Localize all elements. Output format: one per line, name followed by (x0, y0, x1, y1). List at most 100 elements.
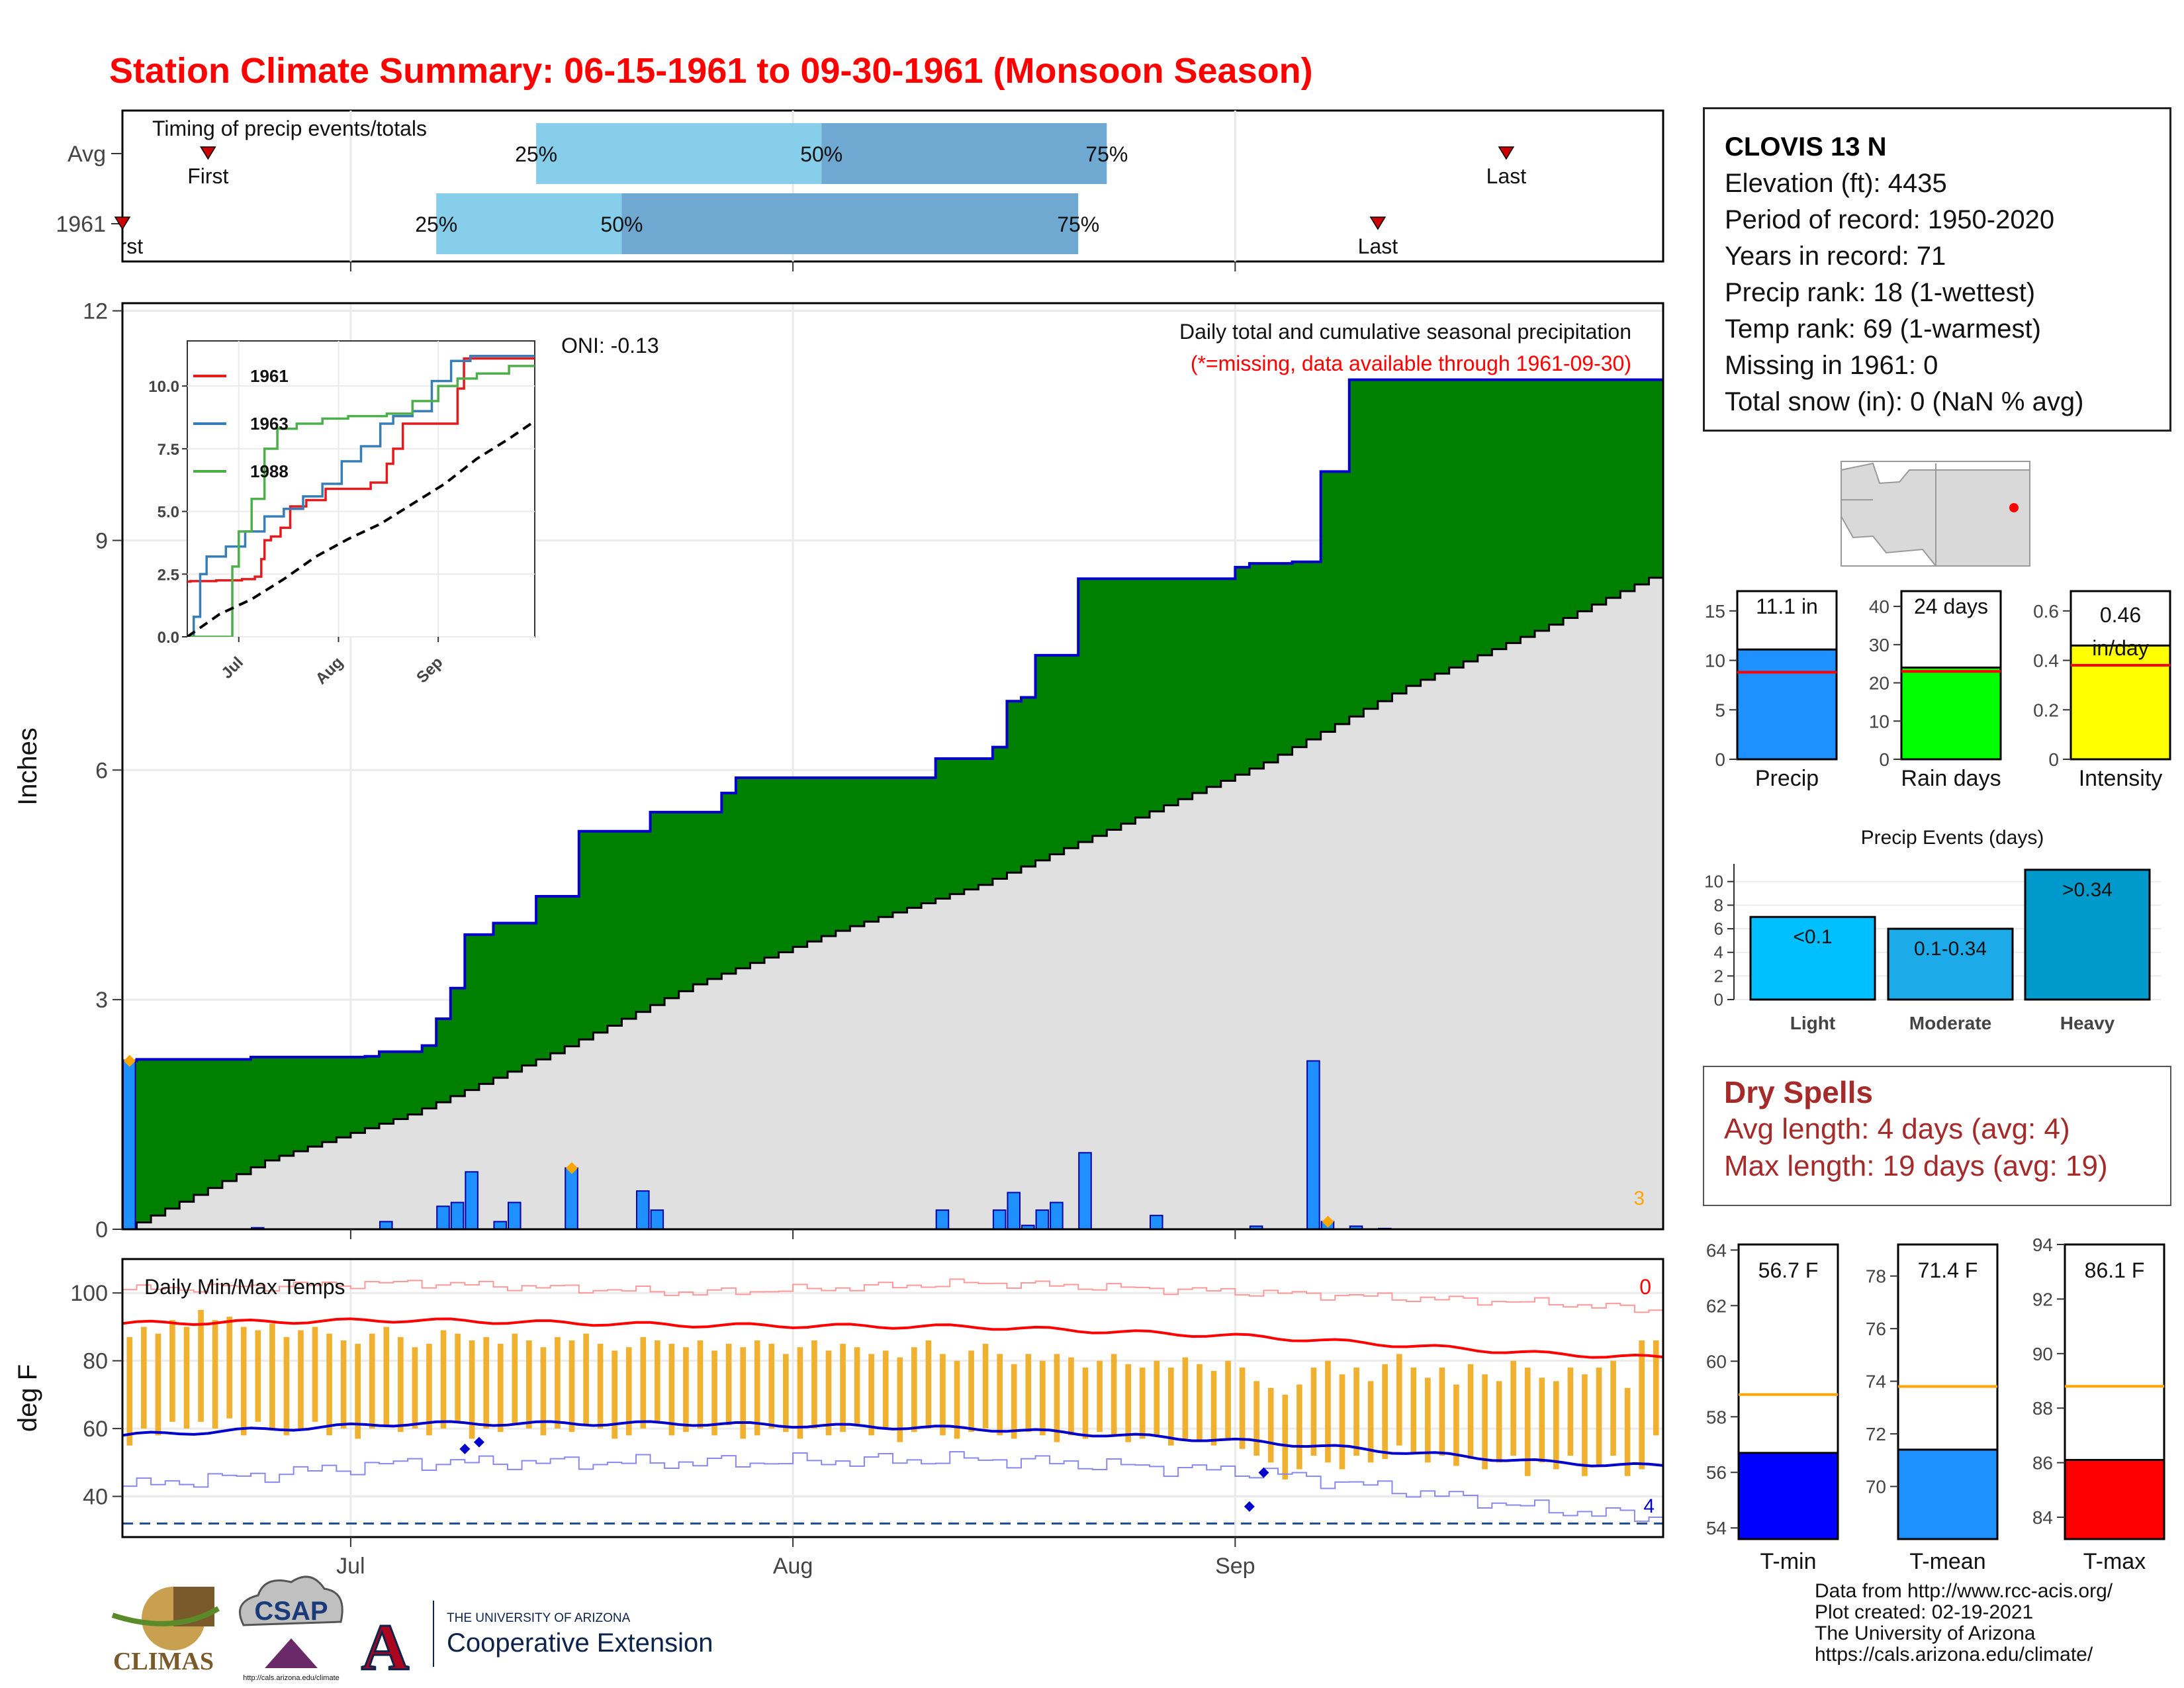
timing-marker (114, 216, 131, 230)
temp-summary-ytick-label: 88 (2032, 1398, 2053, 1419)
temp-range-bar (440, 1330, 447, 1429)
temp-range-bar (569, 1340, 575, 1432)
temp-range-bar (640, 1336, 647, 1429)
temp-range-bar (1253, 1381, 1259, 1456)
university-of-arizona-logo: A THE UNIVERSITY OF ARIZONA Cooperative Ex… (360, 1601, 713, 1685)
temp-range-bar (725, 1344, 732, 1425)
timing-marker (199, 146, 216, 160)
inset-series-line (187, 357, 535, 583)
timing-last-label: Last (1358, 234, 1398, 258)
temp-range-bar (1025, 1354, 1032, 1432)
summary-bar-value: 24 days (1914, 594, 1988, 618)
main-ylabel: Inches (13, 727, 42, 806)
temp-range-bar (326, 1333, 332, 1436)
timing-first-label: First (102, 234, 143, 258)
temp-range-bar (1125, 1364, 1131, 1442)
temp-range-bar (483, 1336, 489, 1429)
temp-range-bar (597, 1344, 604, 1429)
daily-precip-bar (508, 1201, 522, 1231)
daily-precip-bar (122, 1060, 136, 1230)
temp-range-bar (811, 1340, 817, 1429)
temp-range-bar (1382, 1364, 1388, 1460)
inset-series-line (187, 354, 535, 637)
daily-precip-bar (450, 1201, 465, 1231)
temp-range-bar (126, 1336, 133, 1446)
temp-range-bar (825, 1350, 832, 1436)
temp-summary-category: T-max (2083, 1549, 2146, 1574)
temp-range-bar (997, 1354, 1003, 1436)
summary-bar-category: Intensity (2079, 766, 2163, 791)
precip-events-bar (1749, 915, 1876, 1001)
precip-events-bar (2024, 868, 2151, 1001)
temp-summary-ytick-label: 58 (1706, 1407, 1727, 1427)
record-max-line (122, 1278, 1664, 1313)
temp-range-bar (469, 1340, 475, 1439)
summary-bar-ytick-label: 0 (1715, 749, 1725, 770)
temp-range-bar (1653, 1340, 1659, 1436)
daily-precip-bar (1150, 1215, 1163, 1231)
temp-range-bar (1168, 1367, 1174, 1446)
temp-summary-category: T-min (1760, 1549, 1817, 1574)
timing-pct-label: 50% (600, 212, 643, 236)
temp-range-bar (240, 1327, 247, 1436)
timing-box-upper (621, 193, 1079, 254)
summary-bar-ytick-label: 0 (2048, 749, 2059, 770)
temp-plot-frame (121, 1258, 1664, 1538)
summary-bar-ytick-label: 0.6 (2033, 601, 2059, 622)
temp-range-bar (1197, 1364, 1203, 1442)
temp-range-bar (1610, 1360, 1616, 1456)
temp-summary-ytick-label: 90 (2032, 1344, 2053, 1364)
temp-range-bar (269, 1323, 275, 1429)
locator-map (1841, 461, 2030, 567)
timing-pct-label: 25% (415, 212, 457, 236)
station-name: CLOVIS 13 N (1725, 132, 1887, 162)
temp-record-low-count: 4 (1643, 1495, 1655, 1517)
temp-summary-ytick-label: 62 (1706, 1295, 1727, 1316)
temp-range-bar (1624, 1387, 1631, 1476)
precip-events-value: >0.34 (2062, 879, 2113, 901)
temp-summary-ytick-label: 74 (1866, 1372, 1886, 1392)
daily-precip-bar (1007, 1192, 1021, 1230)
inset-legend-label: 1988 (250, 461, 289, 481)
precip-events-bar (1887, 927, 2014, 1001)
precip-events-category: Heavy (2060, 1013, 2115, 1033)
inset-ytick-label: 0.0 (158, 629, 179, 647)
summary-bar-ytick-label: 5 (1715, 700, 1725, 720)
avg-max-line (122, 1317, 1664, 1359)
temp-range-bar (1097, 1360, 1103, 1432)
main-ytick-label: 9 (95, 528, 108, 553)
temp-range-bar (768, 1344, 775, 1429)
timing-pct-label: 25% (515, 142, 557, 166)
avg-min-line (122, 1420, 1664, 1468)
temp-range-bar (426, 1344, 432, 1436)
temp-range-bar (1011, 1364, 1017, 1439)
summary-bar-ytick-label: 20 (1869, 673, 1889, 694)
station-temp-rank: Temp rank: 69 (1-warmest) (1725, 314, 2041, 344)
temp-range-bar (283, 1336, 290, 1436)
temp-range-bar (141, 1327, 147, 1429)
dry-spells-max: Max length: 19 days (avg: 19) (1724, 1150, 2108, 1182)
temp-range-bar (668, 1344, 675, 1436)
temp-xtick-label: Aug (773, 1554, 813, 1579)
temp-range-bar (497, 1344, 504, 1432)
temp-range-bar (1111, 1354, 1117, 1436)
temp-range-bar (255, 1330, 261, 1422)
ua-logo-big-text: Cooperative Extension (447, 1628, 713, 1658)
csap-logo-mountain (265, 1638, 318, 1668)
temp-range-bar (1453, 1384, 1459, 1466)
temp-summary-ytick-label: 84 (2032, 1507, 2053, 1528)
temp-range-bar (212, 1320, 218, 1429)
temp-range-bar (1068, 1357, 1074, 1436)
station-snow: Total snow (in): 0 (NaN % avg) (1725, 387, 2084, 416)
summary-bar (1736, 648, 1838, 761)
timing-label: Timing of precip events/totals (152, 117, 427, 140)
daily-precip-bar (1035, 1209, 1050, 1231)
climas-logo-text: CLIMAS (113, 1648, 214, 1675)
precip-events-ytick-label: 10 (1704, 872, 1723, 892)
temp-range-bar (683, 1347, 689, 1432)
precip-events-title: Precip Events (days) (1861, 827, 2044, 849)
temp-range-bar (1325, 1360, 1331, 1463)
temp-range-bar (1225, 1360, 1231, 1439)
temp-summary-ytick-label: 56 (1706, 1462, 1727, 1483)
precip-events-value: <0.1 (1793, 926, 1832, 948)
